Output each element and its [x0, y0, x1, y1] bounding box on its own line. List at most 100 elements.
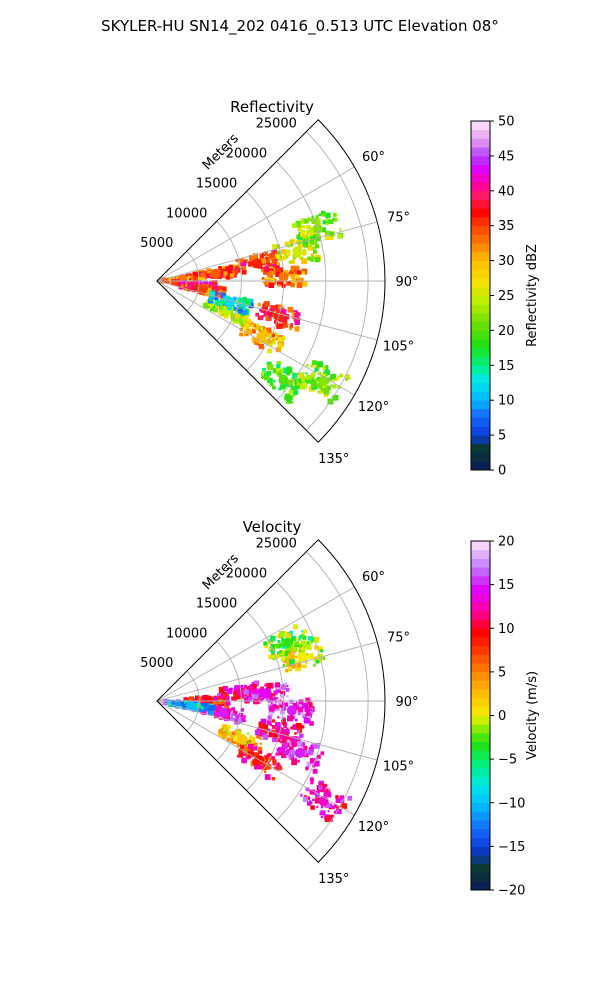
colorbar-segment — [471, 602, 490, 612]
colorbar-segment — [471, 234, 490, 244]
colorbar-tick-label: −15 — [498, 840, 525, 855]
colorbar-segment — [471, 286, 490, 296]
colorbar-segment — [471, 164, 490, 174]
colorbar-segment — [471, 732, 490, 743]
colorbar-tick-label: 35 — [498, 219, 515, 234]
colorbar-segment — [471, 138, 490, 148]
colorbar-segment — [471, 382, 490, 392]
velocity-colorbar: −20 −15 −10 −5 0 5 10 15 20 Velocity (m/s) — [470, 535, 540, 899]
colorbar-segment — [471, 330, 490, 340]
velocity-panel: Velocity 60° 75° 90° 105° 120° 135° 5000 10000 15… — [140, 518, 418, 887]
reflectivity-colorbar: 0 5 10 15 20 25 30 35 40 45 50 Reflectivity dBZ — [470, 115, 540, 479]
echo-cell — [243, 682, 290, 705]
colorbar-segment — [471, 698, 490, 708]
colorbar-segment — [471, 391, 490, 401]
colorbar-segment — [471, 400, 490, 410]
colorbar-segment — [471, 260, 490, 270]
colorbar-tick-label: 5 — [498, 665, 506, 680]
colorbar-segment — [471, 567, 490, 577]
colorbar-segment — [471, 173, 490, 183]
colorbar-segment — [471, 741, 490, 751]
angle-tick-label: 120° — [358, 820, 389, 835]
colorbar-segment — [471, 225, 490, 235]
colorbar-segment — [471, 706, 490, 716]
colorbar-segment — [471, 295, 490, 305]
angle-tick-label: 60° — [362, 150, 385, 165]
echo-cell — [275, 735, 325, 774]
colorbar-tick-label: 0 — [498, 464, 506, 479]
colorbar-segment — [471, 435, 490, 445]
colorbar-segment — [471, 199, 490, 209]
colorbar-segment — [471, 689, 490, 699]
colorbar-tick-label: 30 — [498, 254, 515, 269]
colorbar-tick-label: 40 — [498, 184, 515, 199]
colorbar-segment — [471, 269, 490, 279]
angle-tick-label: 135° — [318, 452, 349, 467]
echo-cell — [263, 624, 313, 661]
range-tick-label: 5000 — [140, 656, 173, 671]
colorbar-tick-label: 45 — [498, 149, 515, 164]
range-tick-label: 25000 — [256, 117, 297, 132]
colorbar-segment — [471, 872, 490, 882]
angle-tick-label: 75° — [387, 630, 410, 645]
colorbar-segment — [471, 452, 490, 462]
colorbar-segment — [471, 443, 490, 453]
colorbar-segment — [471, 776, 490, 786]
angle-tick-label: 105° — [383, 760, 414, 775]
colorbar-segment — [471, 558, 490, 568]
colorbar-segment — [471, 645, 490, 655]
colorbar-tick-label: 10 — [498, 622, 515, 637]
colorbar-tick-label: 50 — [498, 115, 515, 130]
angle-tick-label: 90° — [395, 695, 418, 710]
colorbar-segment — [471, 541, 490, 551]
echo-cell — [178, 281, 227, 300]
echo-cell — [299, 777, 353, 823]
colorbar-segment — [471, 339, 490, 349]
range-tick-label: 20000 — [226, 147, 267, 162]
range-tick-label: 15000 — [196, 596, 237, 611]
colorbar-segment — [471, 846, 490, 856]
colorbar-segment — [471, 321, 490, 331]
colorbar-segment — [471, 855, 490, 865]
colorbar-label: Reflectivity dBZ — [525, 244, 540, 347]
angle-tick-label: 60° — [362, 570, 385, 585]
echo-field — [157, 624, 353, 823]
colorbar-segment — [471, 129, 490, 139]
colorbar-segment — [471, 750, 490, 760]
colorbar-tick-label: 25 — [498, 289, 515, 304]
colorbar-segment — [471, 147, 490, 157]
panel-title: Reflectivity — [230, 98, 314, 116]
colorbar-segment — [471, 811, 490, 821]
colorbar-segment — [471, 828, 490, 839]
range-tick-label: 10000 — [166, 626, 207, 641]
colorbar-tick-label: −5 — [498, 753, 517, 768]
colorbar-segment — [471, 680, 490, 690]
sector-frame — [156, 119, 386, 443]
colorbar-segment — [471, 663, 490, 673]
colorbar-segment — [471, 426, 490, 436]
colorbar-segment — [471, 610, 490, 620]
colorbar-segment — [471, 304, 490, 314]
colorbar-segment — [471, 216, 490, 227]
colorbar-segment — [471, 243, 490, 253]
colorbar-segment — [471, 549, 490, 559]
echo-cell — [236, 743, 283, 781]
colorbar-tick-label: 15 — [498, 359, 515, 374]
colorbar-segment — [471, 759, 490, 769]
colorbar-segment — [471, 837, 490, 847]
colorbar-segment — [471, 671, 490, 681]
colorbar-segment — [471, 794, 490, 804]
colorbar-segment — [471, 802, 490, 812]
colorbar-segment — [471, 251, 490, 261]
colorbar-segment — [471, 347, 490, 357]
range-tick-label: 10000 — [166, 206, 207, 221]
echo-cell — [292, 210, 344, 248]
sector-frame — [156, 539, 386, 863]
echo-field — [158, 210, 351, 405]
colorbar-segment — [471, 628, 490, 638]
colorbar-segment — [471, 121, 490, 131]
colorbar-segment — [471, 767, 490, 777]
panel-title: Velocity — [243, 518, 302, 536]
angle-tick-label: 120° — [358, 400, 389, 415]
